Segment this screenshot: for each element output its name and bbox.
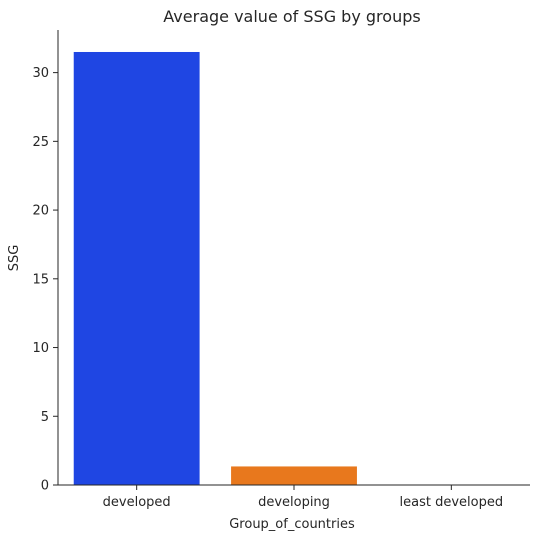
x-tick-label: least developed	[400, 495, 504, 510]
chart-title: Average value of SSG by groups	[163, 7, 420, 26]
x-tick-label: developed	[103, 495, 171, 510]
x-axis-title: Group_of_countries	[229, 517, 355, 532]
y-tick-label: 25	[32, 135, 49, 150]
y-tick-label: 20	[32, 204, 49, 219]
x-axis-ticks: developed developing least developed	[103, 485, 503, 510]
y-axis-title: SSG	[7, 245, 22, 272]
bar-developed	[73, 51, 200, 486]
y-tick-label: 30	[32, 66, 49, 81]
bars-layer	[73, 51, 357, 486]
x-tick-label: developing	[258, 495, 330, 510]
y-tick-label: 10	[32, 341, 49, 356]
y-axis-ticks: 0 5 10 15 20 25 30	[32, 66, 58, 494]
y-tick-label: 15	[32, 272, 49, 287]
bar-developing	[231, 466, 357, 485]
y-tick-label: 0	[41, 479, 49, 494]
y-tick-label: 5	[41, 410, 49, 425]
